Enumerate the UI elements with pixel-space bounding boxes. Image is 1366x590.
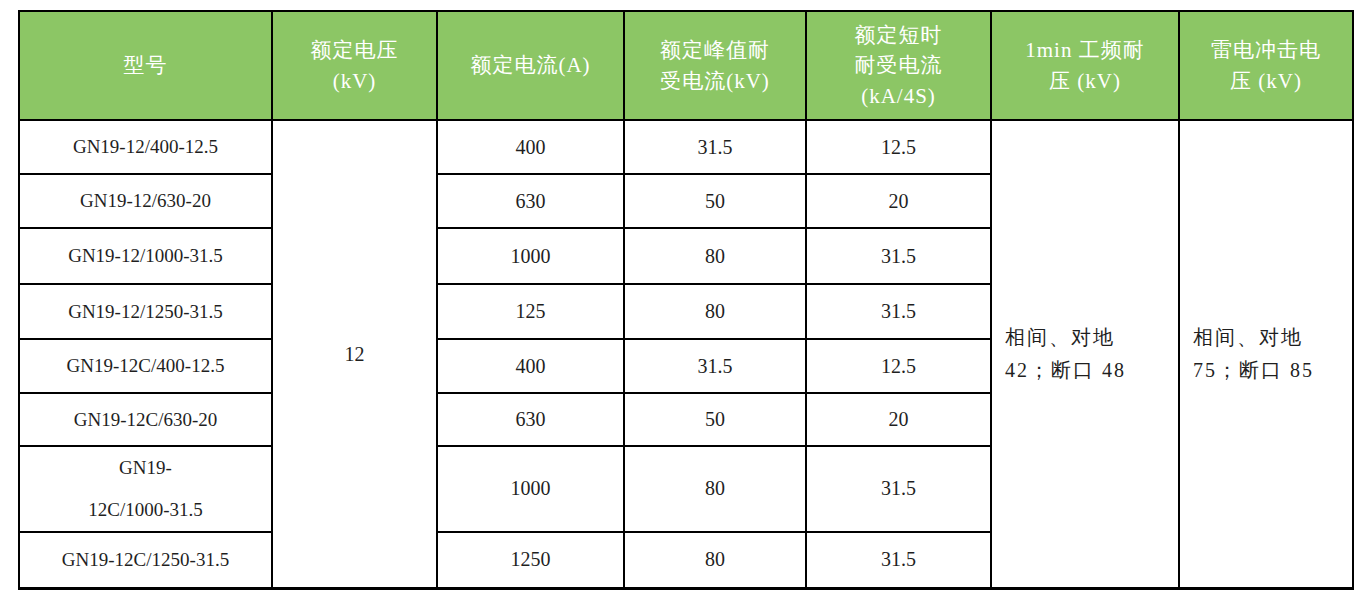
short-time-current-cell: 31.5 bbox=[806, 446, 991, 532]
model-cell: GN19-12/1250-31.5 bbox=[19, 284, 272, 339]
header-rated-voltage: 额定电压 (kV) bbox=[272, 11, 437, 120]
peak-current-cell: 80 bbox=[624, 228, 806, 284]
short-time-current-cell: 12.5 bbox=[806, 339, 991, 393]
short-time-current-cell: 12.5 bbox=[806, 120, 991, 174]
rated-current-cell: 630 bbox=[437, 174, 624, 228]
model-cell: GN19-12C/1250-31.5 bbox=[19, 532, 272, 589]
rated-current-cell: 630 bbox=[437, 393, 624, 446]
rated-voltage-cell: 12 bbox=[272, 120, 437, 589]
header-lightning-impulse-voltage: 雷电冲击电 压 (kV) bbox=[1179, 11, 1353, 120]
power-frequency-note-cell: 相间、对地 42；断口 48 bbox=[991, 120, 1179, 589]
header-rated-current: 额定电流(A) bbox=[437, 11, 624, 120]
peak-current-cell: 31.5 bbox=[624, 120, 806, 174]
short-time-current-cell: 31.5 bbox=[806, 284, 991, 339]
model-cell: GN19-12/630-20 bbox=[19, 174, 272, 228]
short-time-current-cell: 20 bbox=[806, 393, 991, 446]
header-row: 型号 额定电压 (kV) 额定电流(A) 额定峰值耐 受电流(kV) 额定短时 … bbox=[19, 11, 1353, 120]
peak-current-cell: 80 bbox=[624, 532, 806, 589]
peak-current-cell: 80 bbox=[624, 446, 806, 532]
model-cell: GN19- 12C/1000-31.5 bbox=[19, 446, 272, 532]
spec-table: 型号 额定电压 (kV) 额定电流(A) 额定峰值耐 受电流(kV) 额定短时 … bbox=[18, 10, 1354, 590]
rated-current-cell: 400 bbox=[437, 120, 624, 174]
short-time-current-cell: 20 bbox=[806, 174, 991, 228]
peak-current-cell: 50 bbox=[624, 393, 806, 446]
peak-current-cell: 50 bbox=[624, 174, 806, 228]
rated-current-cell: 1250 bbox=[437, 532, 624, 589]
header-peak-withstand-current: 额定峰值耐 受电流(kV) bbox=[624, 11, 806, 120]
model-cell: GN19-12C/400-12.5 bbox=[19, 339, 272, 393]
rated-current-cell: 125 bbox=[437, 284, 624, 339]
peak-current-cell: 80 bbox=[624, 284, 806, 339]
short-time-current-cell: 31.5 bbox=[806, 228, 991, 284]
peak-current-cell: 31.5 bbox=[624, 339, 806, 393]
rated-current-cell: 1000 bbox=[437, 446, 624, 532]
header-short-time-withstand-current: 额定短时 耐受电流 (kA/4S) bbox=[806, 11, 991, 120]
model-cell: GN19-12/1000-31.5 bbox=[19, 228, 272, 284]
model-cell: GN19-12C/630-20 bbox=[19, 393, 272, 446]
model-cell: GN19-12/400-12.5 bbox=[19, 120, 272, 174]
page: 型号 额定电压 (kV) 额定电流(A) 额定峰值耐 受电流(kV) 额定短时 … bbox=[0, 0, 1366, 590]
lightning-impulse-note-cell: 相间、对地 75；断口 85 bbox=[1179, 120, 1353, 589]
header-power-frequency-withstand-voltage: 1min 工频耐 压 (kV) bbox=[991, 11, 1179, 120]
rated-current-cell: 1000 bbox=[437, 228, 624, 284]
short-time-current-cell: 31.5 bbox=[806, 532, 991, 589]
table-row: GN19-12/400-12.5 12 400 31.5 12.5 相间、对地 … bbox=[19, 120, 1353, 174]
rated-current-cell: 400 bbox=[437, 339, 624, 393]
header-model: 型号 bbox=[19, 11, 272, 120]
